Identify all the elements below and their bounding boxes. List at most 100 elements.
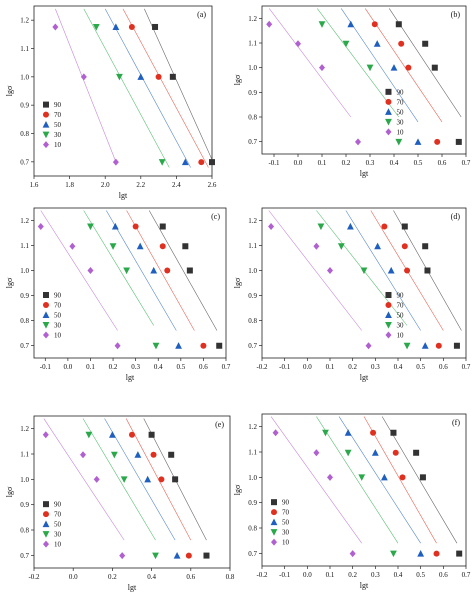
fit-line-30 [316,416,399,544]
fit-lines [270,416,458,544]
data-point-50 [347,20,355,28]
x-tick-label: -0.1 [279,363,291,371]
data-point-50 [111,222,119,230]
panel-label: (c) [211,212,220,221]
data-point-10 [114,342,121,350]
data-point-30 [366,64,374,72]
legend-marker-90 [271,499,277,506]
data-point-30 [344,449,352,457]
data-point-30 [92,23,100,31]
data-point-50 [347,222,354,230]
x-tick-label: 0.5 [416,363,425,371]
data-point-50 [136,242,144,250]
data-point-70 [399,474,406,481]
legend-marker-90 [385,88,392,95]
x-tick-label: 0.2 [348,571,357,579]
x-tick-label: 0.3 [371,363,380,371]
y-axis-label: lgσ [233,74,242,85]
legend-entry-label: 50 [54,121,62,129]
x-tick-label: 0.3 [131,363,140,371]
data-point-50 [137,73,145,80]
y-axis-label: lgσ [5,85,14,96]
data-point-70 [433,550,440,557]
x-tick-label: -0.1 [40,363,52,371]
data-point-30 [318,21,326,28]
plot-frame [261,207,467,359]
data-point-50 [150,266,158,274]
x-tick-label: 0.6 [186,573,195,581]
legend-marker-50 [385,108,392,115]
legend-entry-label: 90 [54,292,62,300]
data-point-90 [455,138,462,145]
legend-marker-70 [43,511,49,518]
x-tick-label: 0.2 [342,159,351,167]
legend-marker-50 [42,520,50,528]
x-tick-label: 0.0 [303,571,312,579]
legend: 90 70 50 30 10 [270,499,290,547]
legend-entry-label: 10 [396,128,404,136]
x-tick-label: 2.2 [136,181,145,189]
y-tick-label: 0.8 [20,317,29,325]
x-tick-label: 2.4 [172,181,181,189]
fit-line-50 [104,418,176,541]
x-tick-label: 0.8 [226,573,235,581]
legend-marker-30 [42,131,50,139]
data-point-10 [69,242,76,250]
data-point-70 [404,267,411,274]
x-tick-label: 1.8 [65,181,74,189]
x-tick-label: 0.7 [462,159,471,167]
data-point-90 [169,73,176,80]
x-tick-label: 0.4 [394,571,403,579]
x-tick-label: 0.1 [318,159,327,167]
legend-entry-label: 90 [396,88,404,96]
data-point-10 [272,429,279,437]
data-point-10 [37,223,44,230]
legend-entry-label: 70 [396,98,404,106]
legend-entry-label: 90 [54,101,62,109]
x-tick-label: 0.5 [176,363,185,371]
y-tick-label: 0.9 [20,292,29,300]
data-point-70 [381,223,388,230]
legend: 90 70 50 30 10 [385,88,404,136]
data-point-30 [123,267,131,275]
legend-entry-label: 30 [54,322,62,330]
data-point-50 [374,242,381,250]
data-point-30 [110,451,118,459]
data-point-90 [424,267,431,274]
panel-label: (f) [452,418,460,427]
data-point-90 [419,474,426,481]
x-tick-label: -0.1 [279,571,291,579]
x-tick-label: 1.6 [30,181,39,189]
panel-label: (e) [215,420,224,429]
data-point-10 [295,40,301,48]
x-tick-label: -0.2 [256,571,268,579]
data-point-10 [319,64,325,72]
fit-line-50 [104,8,191,168]
fit-line-70 [126,210,195,331]
y-tick-label: 1.1 [248,449,257,457]
legend-entry-label: 30 [396,118,404,126]
data-point-10 [313,449,320,457]
plot-frame [33,5,213,177]
x-tick-label: 0.1 [86,363,95,371]
x-tick-label: 0.1 [326,571,335,579]
y-tick-label: 1.2 [248,423,257,431]
data-point-10 [87,267,94,274]
legend-marker-10 [271,538,277,546]
data-point-70 [370,429,377,436]
plot-frame [33,415,231,569]
x-tick-label: 0.2 [348,363,357,371]
data-point-50 [144,475,152,483]
fit-line-50 [338,416,421,544]
fit-line-90 [144,8,212,161]
fit-line-10 [40,210,118,331]
data-point-10 [42,431,49,439]
legend-entry-label: 50 [396,312,404,320]
legend-marker-90 [43,501,49,508]
data-point-50 [181,158,189,166]
plot-frame [33,207,227,359]
data-point-10 [313,242,320,250]
data-point-10 [349,550,356,558]
data-point-50 [381,473,388,481]
data-point-70 [128,23,135,30]
